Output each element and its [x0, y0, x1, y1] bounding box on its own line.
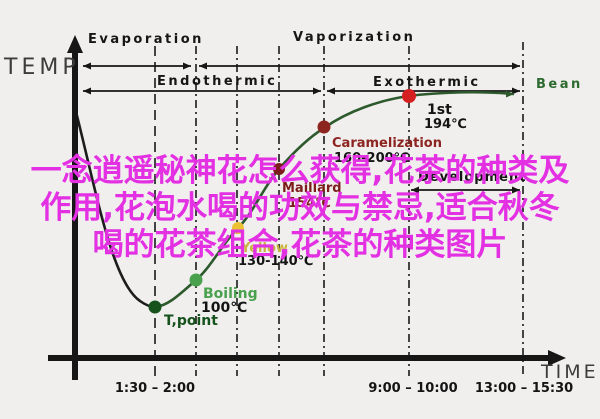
caramelization-label: Caramelization [332, 136, 442, 151]
tpoint-label: T,point [164, 313, 218, 329]
boiling-dot [189, 273, 203, 287]
x-axis-title: TIME [541, 361, 599, 383]
phase-label-exothermic: Exothermic [373, 75, 481, 90]
time-tick-3: 13:00 – 15:30 [474, 381, 574, 396]
overlay-headline-line3: 喝的花茶组合,花茶的种类图片 [92, 227, 508, 263]
maillard-dot [273, 163, 285, 175]
overlay-headline-line2: 作用,花泡水喝的功效与禁忌,适合秋冬 [40, 190, 560, 226]
phase-label-development: Development [418, 170, 527, 185]
first-crack-dot [402, 89, 416, 103]
overlay-headline: 一念逍遥秘神花怎么获得,花茶的种类及 作用,花泡水喝的功效与禁忌,适合秋冬 喝的… [0, 153, 600, 264]
time-tick-2: 9:00 – 10:00 [368, 381, 458, 396]
caramelization-dot [317, 120, 331, 134]
caramelization-temp: 160-200℃ [334, 151, 410, 166]
phase-label-endothermic: Endothermic [157, 74, 278, 89]
phase-label-evaporation: Evaporation [88, 32, 204, 47]
yellow-dot [232, 222, 244, 234]
yellow-temp: 130-140℃ [238, 254, 314, 269]
x-axis-arrowhead [548, 350, 566, 366]
bean-label: Bean [536, 77, 583, 92]
first-crack-temp: 194℃ [424, 117, 467, 132]
phase-label-vaporization: Vaporization [293, 30, 416, 45]
boiling-temp: 100℃ [201, 300, 248, 316]
tpoint-dot [148, 300, 162, 314]
yellow-label: Yellow [241, 241, 288, 256]
boiling-label: Boiling [203, 286, 258, 302]
maillard-label: Maillard [282, 181, 342, 196]
maillard-temp: 154℃ [288, 196, 331, 211]
y-axis-title: TEMP [4, 55, 80, 80]
time-tick-1: 1:30 – 2:00 [114, 381, 196, 396]
first-crack-label: 1st [427, 102, 452, 118]
overlay-headline-line1: 一念逍遥秘神花怎么获得,花茶的种类及 [30, 153, 570, 189]
y-axis-arrowhead [67, 35, 83, 53]
